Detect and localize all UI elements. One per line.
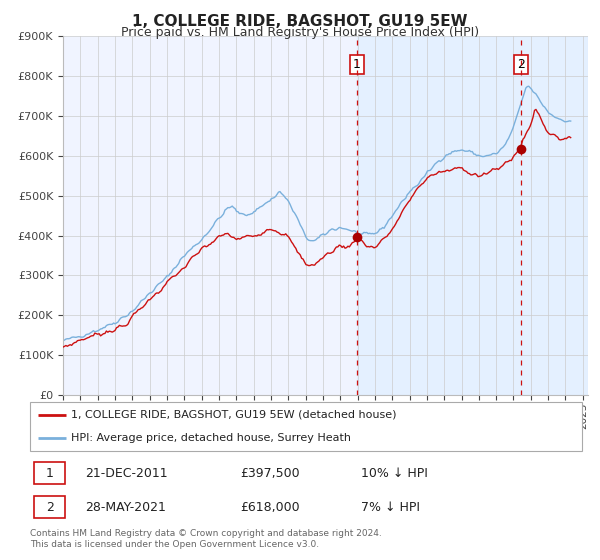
Text: 2: 2 — [46, 501, 53, 514]
Text: Contains HM Land Registry data © Crown copyright and database right 2024.
This d: Contains HM Land Registry data © Crown c… — [30, 529, 382, 549]
Bar — [34, 496, 65, 518]
Text: 21-DEC-2011: 21-DEC-2011 — [85, 466, 168, 479]
Text: £397,500: £397,500 — [240, 466, 299, 479]
Text: 7% ↓ HPI: 7% ↓ HPI — [361, 501, 420, 514]
Text: 2: 2 — [517, 58, 524, 71]
Text: 1: 1 — [353, 58, 361, 71]
Text: 10% ↓ HPI: 10% ↓ HPI — [361, 466, 428, 479]
Text: 1: 1 — [46, 466, 53, 479]
Text: HPI: Average price, detached house, Surrey Heath: HPI: Average price, detached house, Surr… — [71, 433, 352, 444]
Bar — [357, 36, 588, 395]
Text: 1, COLLEGE RIDE, BAGSHOT, GU19 5EW: 1, COLLEGE RIDE, BAGSHOT, GU19 5EW — [132, 14, 468, 29]
Text: £618,000: £618,000 — [240, 501, 299, 514]
Text: Price paid vs. HM Land Registry's House Price Index (HPI): Price paid vs. HM Land Registry's House … — [121, 26, 479, 39]
Text: 28-MAY-2021: 28-MAY-2021 — [85, 501, 166, 514]
Bar — [34, 462, 65, 484]
Text: 1, COLLEGE RIDE, BAGSHOT, GU19 5EW (detached house): 1, COLLEGE RIDE, BAGSHOT, GU19 5EW (deta… — [71, 410, 397, 420]
